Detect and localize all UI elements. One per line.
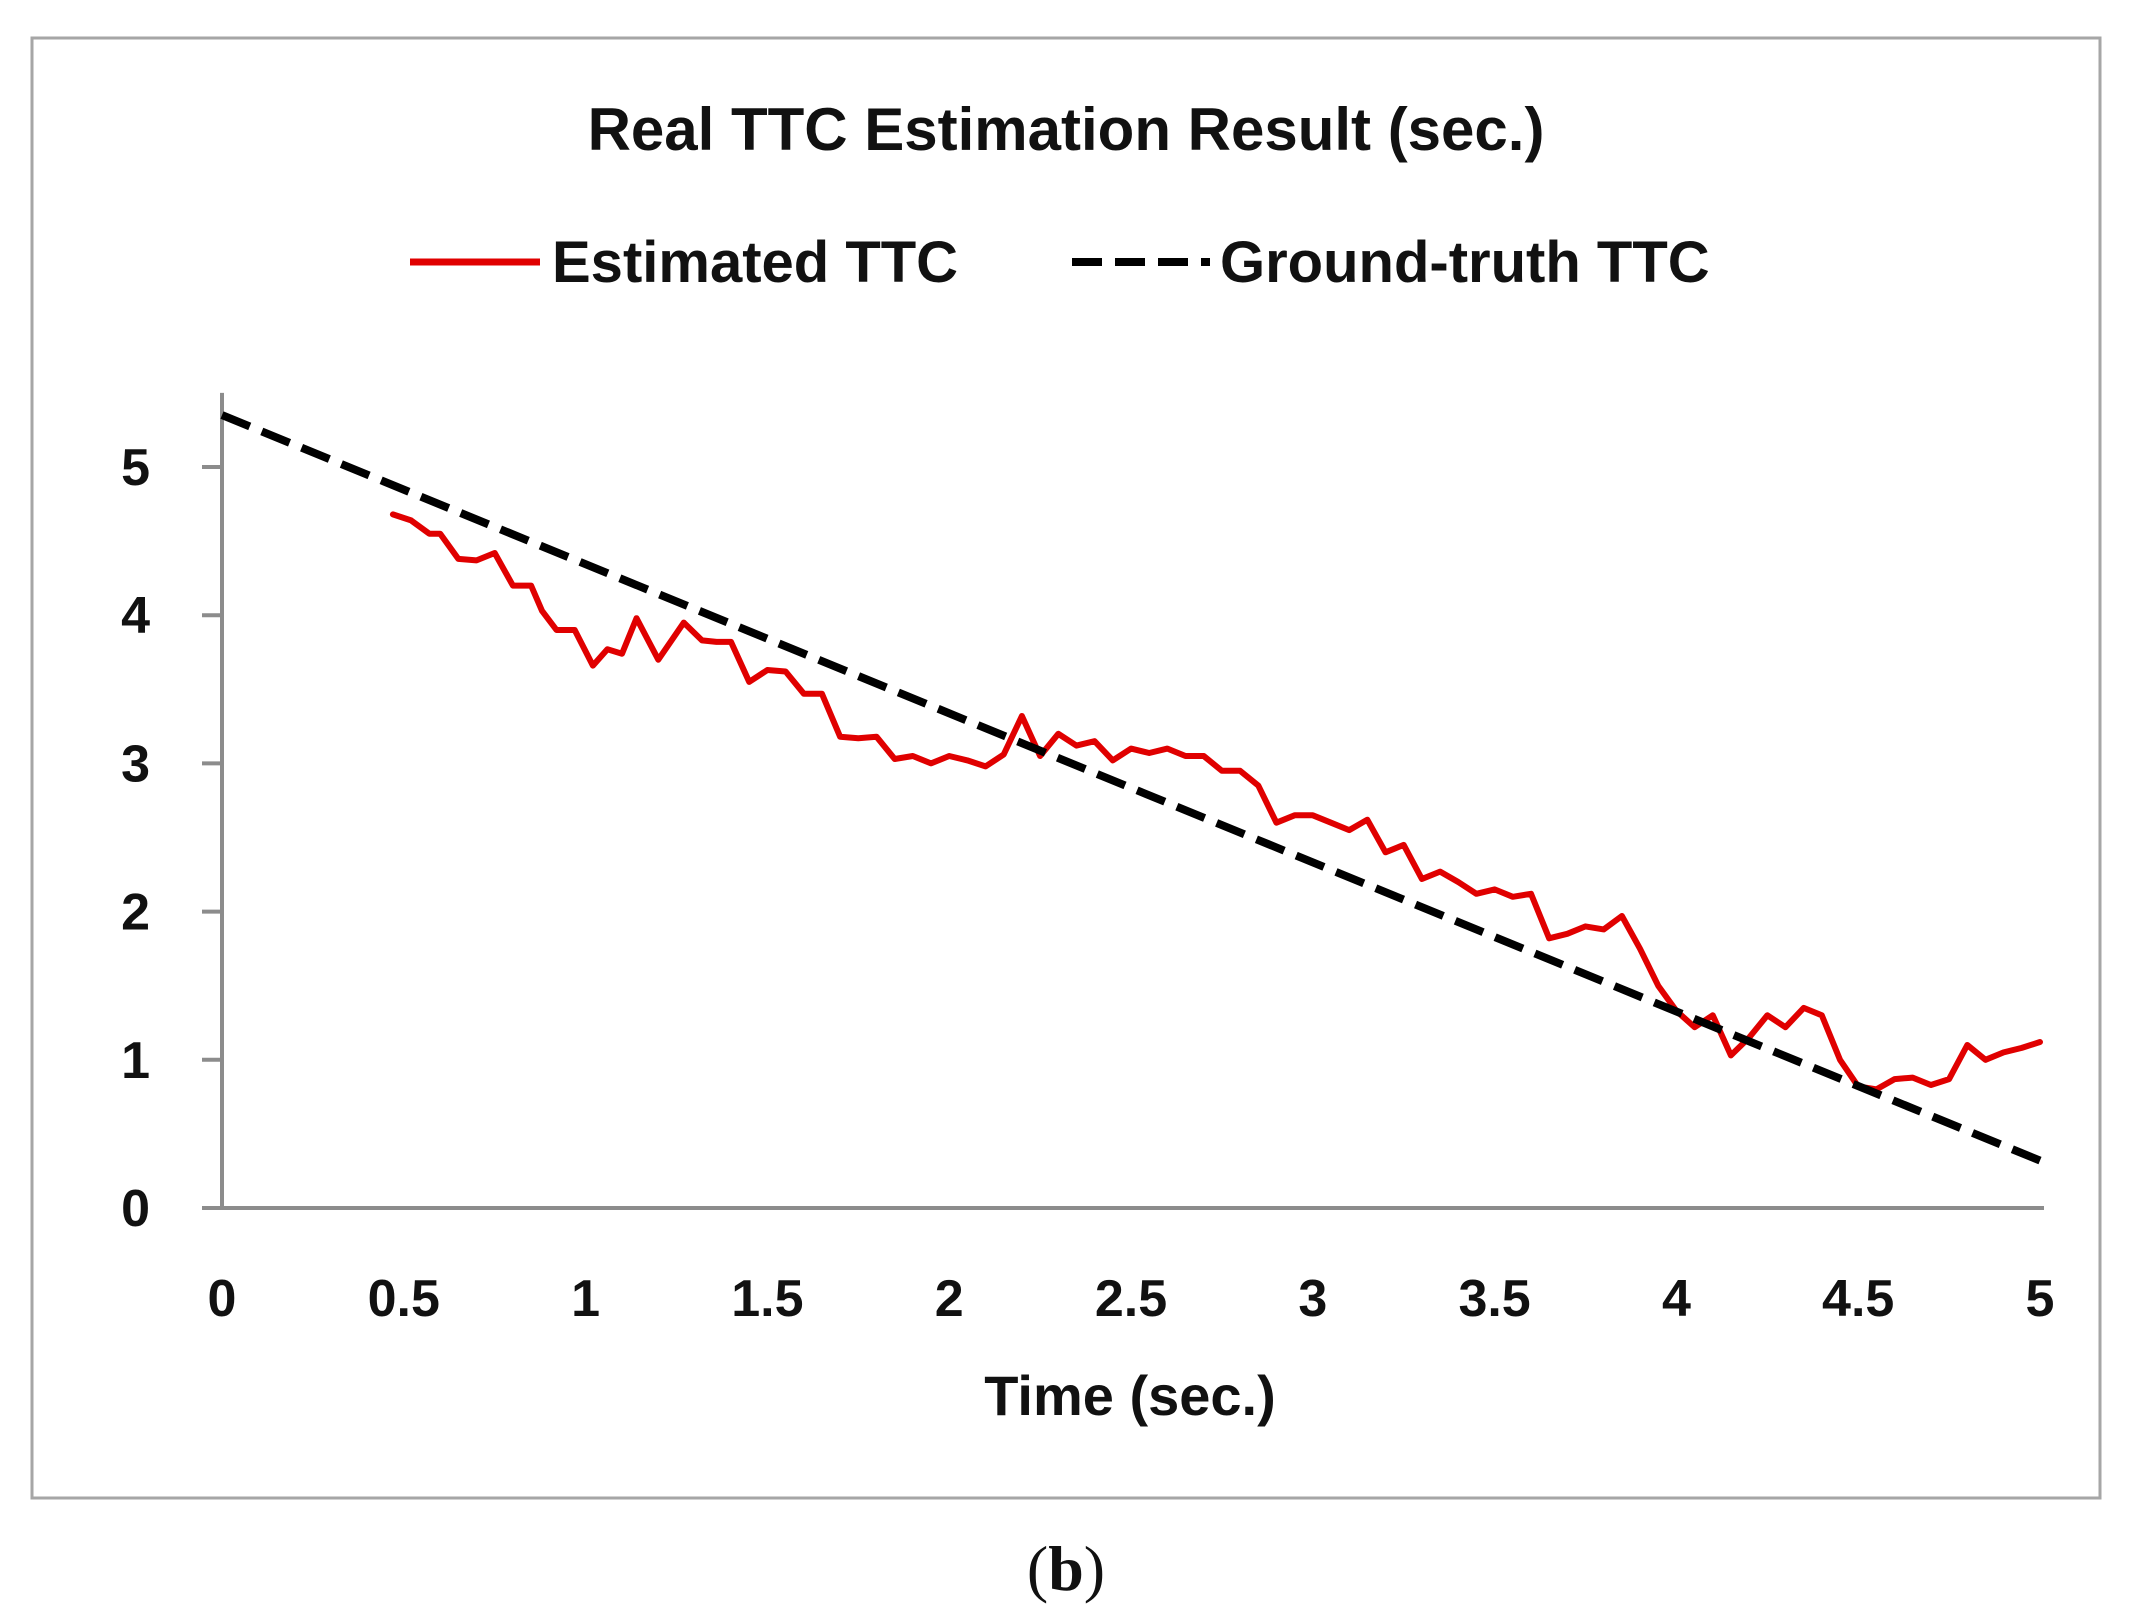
y-tick-label: 1 [121, 1032, 150, 1090]
y-tick-label: 0 [121, 1180, 150, 1238]
series-line-estimated [389, 511, 2043, 1093]
caption-letter: b [1048, 1533, 1084, 1604]
y-tick-label: 3 [121, 735, 150, 793]
caption-open-paren: ( [1027, 1533, 1048, 1604]
axes: 0 1 2 3 4 5 0 0.5 1 1.5 2 2.5 3 3.5 4 4.5 5 [121, 392, 2055, 1328]
x-tick-label: 4.5 [1822, 1270, 1894, 1328]
x-tick-label: 1 [571, 1270, 600, 1328]
y-tick-label: 2 [121, 884, 150, 942]
x-tick-label: 2 [935, 1270, 964, 1328]
x-tick-label: 2.5 [1095, 1270, 1167, 1328]
chart-frame [30, 36, 2102, 1500]
series-layer [220, 411, 2043, 1165]
y-tick-label: 4 [121, 587, 150, 645]
x-tick-label: 4 [1662, 1270, 1691, 1328]
legend: Estimated TTC Ground-truth TTC [410, 230, 1710, 295]
legend-label-ground-truth: Ground-truth TTC [1220, 230, 1710, 295]
series-line-ground-truth [220, 411, 2042, 1165]
x-tick-label: 1.5 [731, 1270, 803, 1328]
caption-close-paren: ) [1084, 1533, 1105, 1604]
chart-title: Real TTC Estimation Result (sec.) [588, 96, 1545, 163]
x-tick-label: 3.5 [1458, 1270, 1530, 1328]
x-axis-label: Time (sec.) [984, 1364, 1276, 1427]
legend-label-estimated: Estimated TTC [552, 230, 958, 295]
y-tick-label: 5 [121, 439, 150, 497]
x-tick-label: 3 [1298, 1270, 1327, 1328]
x-tick-label: 0 [208, 1270, 237, 1328]
x-tick-label: 0.5 [368, 1270, 440, 1328]
x-tick-label: 5 [2026, 1270, 2055, 1328]
figure-caption: (b) [1027, 1533, 1105, 1604]
